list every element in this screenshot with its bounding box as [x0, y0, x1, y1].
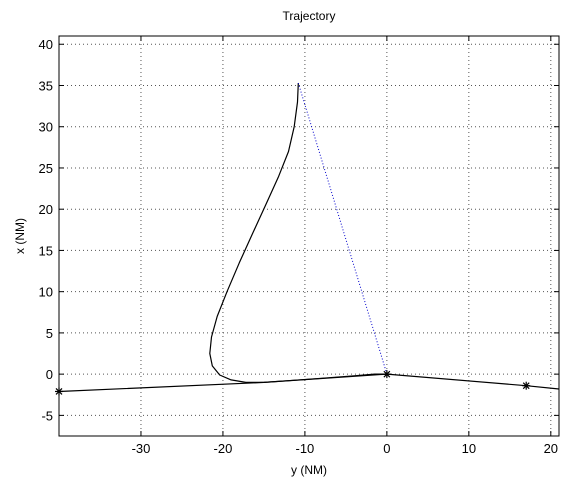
data-markers [55, 370, 531, 396]
y-tick-label: 35 [39, 78, 53, 93]
y-tick-label: 5 [46, 326, 53, 341]
solid-series-line [209, 82, 387, 383]
data-series [58, 82, 560, 393]
x-tick-label: -10 [296, 441, 315, 456]
y-tick-label: 20 [39, 202, 53, 217]
y-tick-label: -5 [41, 408, 53, 423]
y-tick-label: 25 [39, 161, 53, 176]
y-tick-label: 15 [39, 243, 53, 258]
solid-series-line [58, 373, 560, 393]
plot-area-frame [58, 35, 560, 437]
asterisk-marker [382, 370, 391, 379]
asterisk-marker [522, 381, 531, 390]
axis-ticks: -30 -20 -10 0 10 20 -5 0 5 10 15 20 25 30 35 40 [39, 36, 559, 456]
x-tick-label: -20 [214, 441, 233, 456]
y-tick-label: 40 [39, 37, 53, 52]
chart-title: Trajectory [283, 9, 336, 23]
y-tick-label: 0 [46, 367, 53, 382]
x-tick-label: 0 [383, 441, 390, 456]
x-axis-label: y (NM) [291, 463, 327, 477]
y-axis-label: x (NM) [13, 218, 27, 254]
grid-lines [59, 36, 559, 436]
x-tick-label: -30 [132, 441, 151, 456]
x-tick-label: 20 [544, 441, 558, 456]
dotted-series-line [297, 82, 388, 375]
y-tick-label: 30 [39, 120, 53, 135]
x-tick-label: 10 [462, 441, 476, 456]
y-tick-label: 10 [39, 285, 53, 300]
